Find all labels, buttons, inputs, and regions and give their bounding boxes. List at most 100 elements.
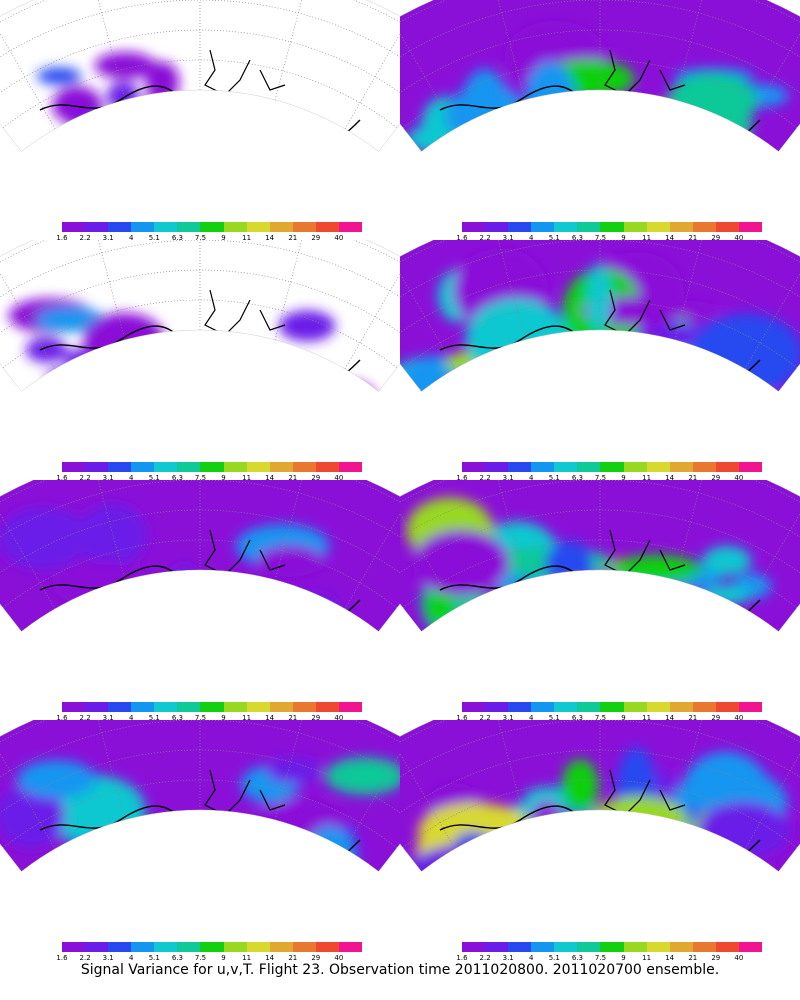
colorbar-tick-label: 2.2 xyxy=(479,714,491,722)
variance-blob xyxy=(524,61,576,141)
variance-blob xyxy=(588,795,689,850)
colorbar-swatch xyxy=(338,942,363,952)
colorbar-tick-label: 1.6 xyxy=(56,234,68,242)
colorbar-tick-label: 14 xyxy=(665,954,675,962)
colorbar-labels: 1.6 2.2 3.1 4 5.1 6.3 7.5 9 11 14 21 29 40 xyxy=(456,234,762,244)
colorbar-swatch xyxy=(462,942,486,952)
variance-blob xyxy=(214,873,300,914)
variance-blob xyxy=(276,637,307,685)
colorbar-tick-label: 29 xyxy=(711,714,721,722)
variance-maximum xyxy=(133,594,207,632)
variance-blob xyxy=(629,104,697,148)
colorbar-swatch xyxy=(177,702,201,712)
colorbar-swatch xyxy=(669,222,693,232)
variance-blob xyxy=(532,145,566,152)
colorbar-tick-label: 1.6 xyxy=(456,234,468,242)
variance-blob xyxy=(545,540,593,587)
colorbar-tick-label: 14 xyxy=(265,234,275,242)
low-variance-gap xyxy=(471,665,536,686)
colorbar-swatch xyxy=(508,462,532,472)
coastline xyxy=(604,49,686,96)
variance-blob xyxy=(650,144,701,152)
colorbar-tick-label: 2.2 xyxy=(479,234,491,242)
map-panel: 2011020800 + 36h1.62.23.145.16.37.591114… xyxy=(0,720,400,962)
colorbar-swatch xyxy=(315,702,339,712)
variance-blob xyxy=(283,594,336,614)
colorbar-tick-label: 29 xyxy=(311,714,321,722)
colorbar-tick-label: 29 xyxy=(311,954,321,962)
colorbar-swatch xyxy=(646,222,670,232)
variance-blob xyxy=(580,880,672,913)
variance-blob xyxy=(689,313,800,392)
graticule-parallel xyxy=(402,779,798,849)
colorbar-swatch xyxy=(269,462,293,472)
variance-blob xyxy=(328,382,378,392)
colorbar-swatch xyxy=(738,702,763,712)
colorbar xyxy=(62,462,363,472)
variance-blob xyxy=(71,132,138,152)
colorbar-swatch xyxy=(715,702,739,712)
signal-variance-map xyxy=(400,480,800,686)
colorbar-tick-label: 40 xyxy=(734,474,744,482)
variance-blob xyxy=(535,580,634,609)
low-variance-gap xyxy=(303,903,341,928)
variance-blob xyxy=(0,783,65,849)
variance-blob xyxy=(106,81,140,111)
variance-blob xyxy=(165,565,203,624)
coastline xyxy=(204,289,286,336)
variance-blob xyxy=(496,835,571,872)
variance-blob xyxy=(170,414,218,440)
colorbar-tick-label: 40 xyxy=(734,954,744,962)
signal-variance-map xyxy=(400,0,800,152)
colorbar-swatch xyxy=(223,222,247,232)
colorbar-tick-label: 2.2 xyxy=(79,234,91,242)
graticule-parallel xyxy=(402,539,798,609)
colorbar-tick-label: 14 xyxy=(665,714,675,722)
variance-blob xyxy=(125,120,181,152)
colorbar-tick-label: 29 xyxy=(311,474,321,482)
colorbar-swatch xyxy=(246,942,270,952)
colorbar-labels: 1.6 2.2 3.1 4 5.1 6.3 7.5 9 11 14 21 29 40 xyxy=(56,714,362,724)
colorbar-swatch xyxy=(600,702,624,712)
graticule-parallel xyxy=(2,59,398,129)
colorbar-tick-label: 5.1 xyxy=(548,714,560,722)
colorbar-tick-label: 9 xyxy=(221,474,226,482)
colorbar-tick-label: 29 xyxy=(711,954,721,962)
colorbar-tick-label: 3.1 xyxy=(102,474,114,482)
colorbar-swatch xyxy=(62,942,86,952)
colorbar-swatch xyxy=(531,462,555,472)
colorbar-tick-label: 7.5 xyxy=(194,954,207,962)
colorbar-swatch xyxy=(646,462,670,472)
low-variance-gap xyxy=(538,431,565,454)
colorbar-tick-label: 14 xyxy=(265,474,275,482)
colorbar xyxy=(462,462,763,472)
variance-blob xyxy=(94,52,157,79)
colorbar-labels: 1.6 2.2 3.1 4 5.1 6.3 7.5 9 11 14 21 29 40 xyxy=(56,234,362,244)
variance-blob xyxy=(90,415,176,433)
colorbar-tick-label: 3.1 xyxy=(502,954,514,962)
colorbar-swatch xyxy=(623,222,647,232)
colorbar-tick-label: 5.1 xyxy=(148,474,160,482)
coastline xyxy=(204,529,286,576)
colorbar-tick-label: 11 xyxy=(642,954,652,962)
colorbar-tick-label: 3.1 xyxy=(502,474,514,482)
colorbar-swatch xyxy=(292,462,316,472)
variance-blob xyxy=(0,507,91,570)
variance-blob xyxy=(697,801,790,859)
signal-variance-map xyxy=(0,240,400,440)
map-panel: 2011020800 + 84h1.62.23.145.16.37.591114… xyxy=(400,720,800,962)
variance-blob xyxy=(130,836,199,872)
colorbar-tick-label: 7.5 xyxy=(194,714,207,722)
low-variance-gap xyxy=(490,664,545,677)
colorbar-swatch xyxy=(338,222,363,232)
colorbar-tick-label: 1.6 xyxy=(56,954,68,962)
low-variance-gap xyxy=(692,914,739,928)
variance-maximum xyxy=(513,820,627,872)
map-outline xyxy=(0,720,400,872)
colorbar-swatch xyxy=(154,702,178,712)
colorbar-tick-label: 9 xyxy=(221,954,226,962)
low-variance-gap xyxy=(525,908,559,929)
variance-blob xyxy=(278,310,336,342)
colorbar-tick-label: 11 xyxy=(242,714,252,722)
colorbar-tick-label: 9 xyxy=(221,234,226,242)
